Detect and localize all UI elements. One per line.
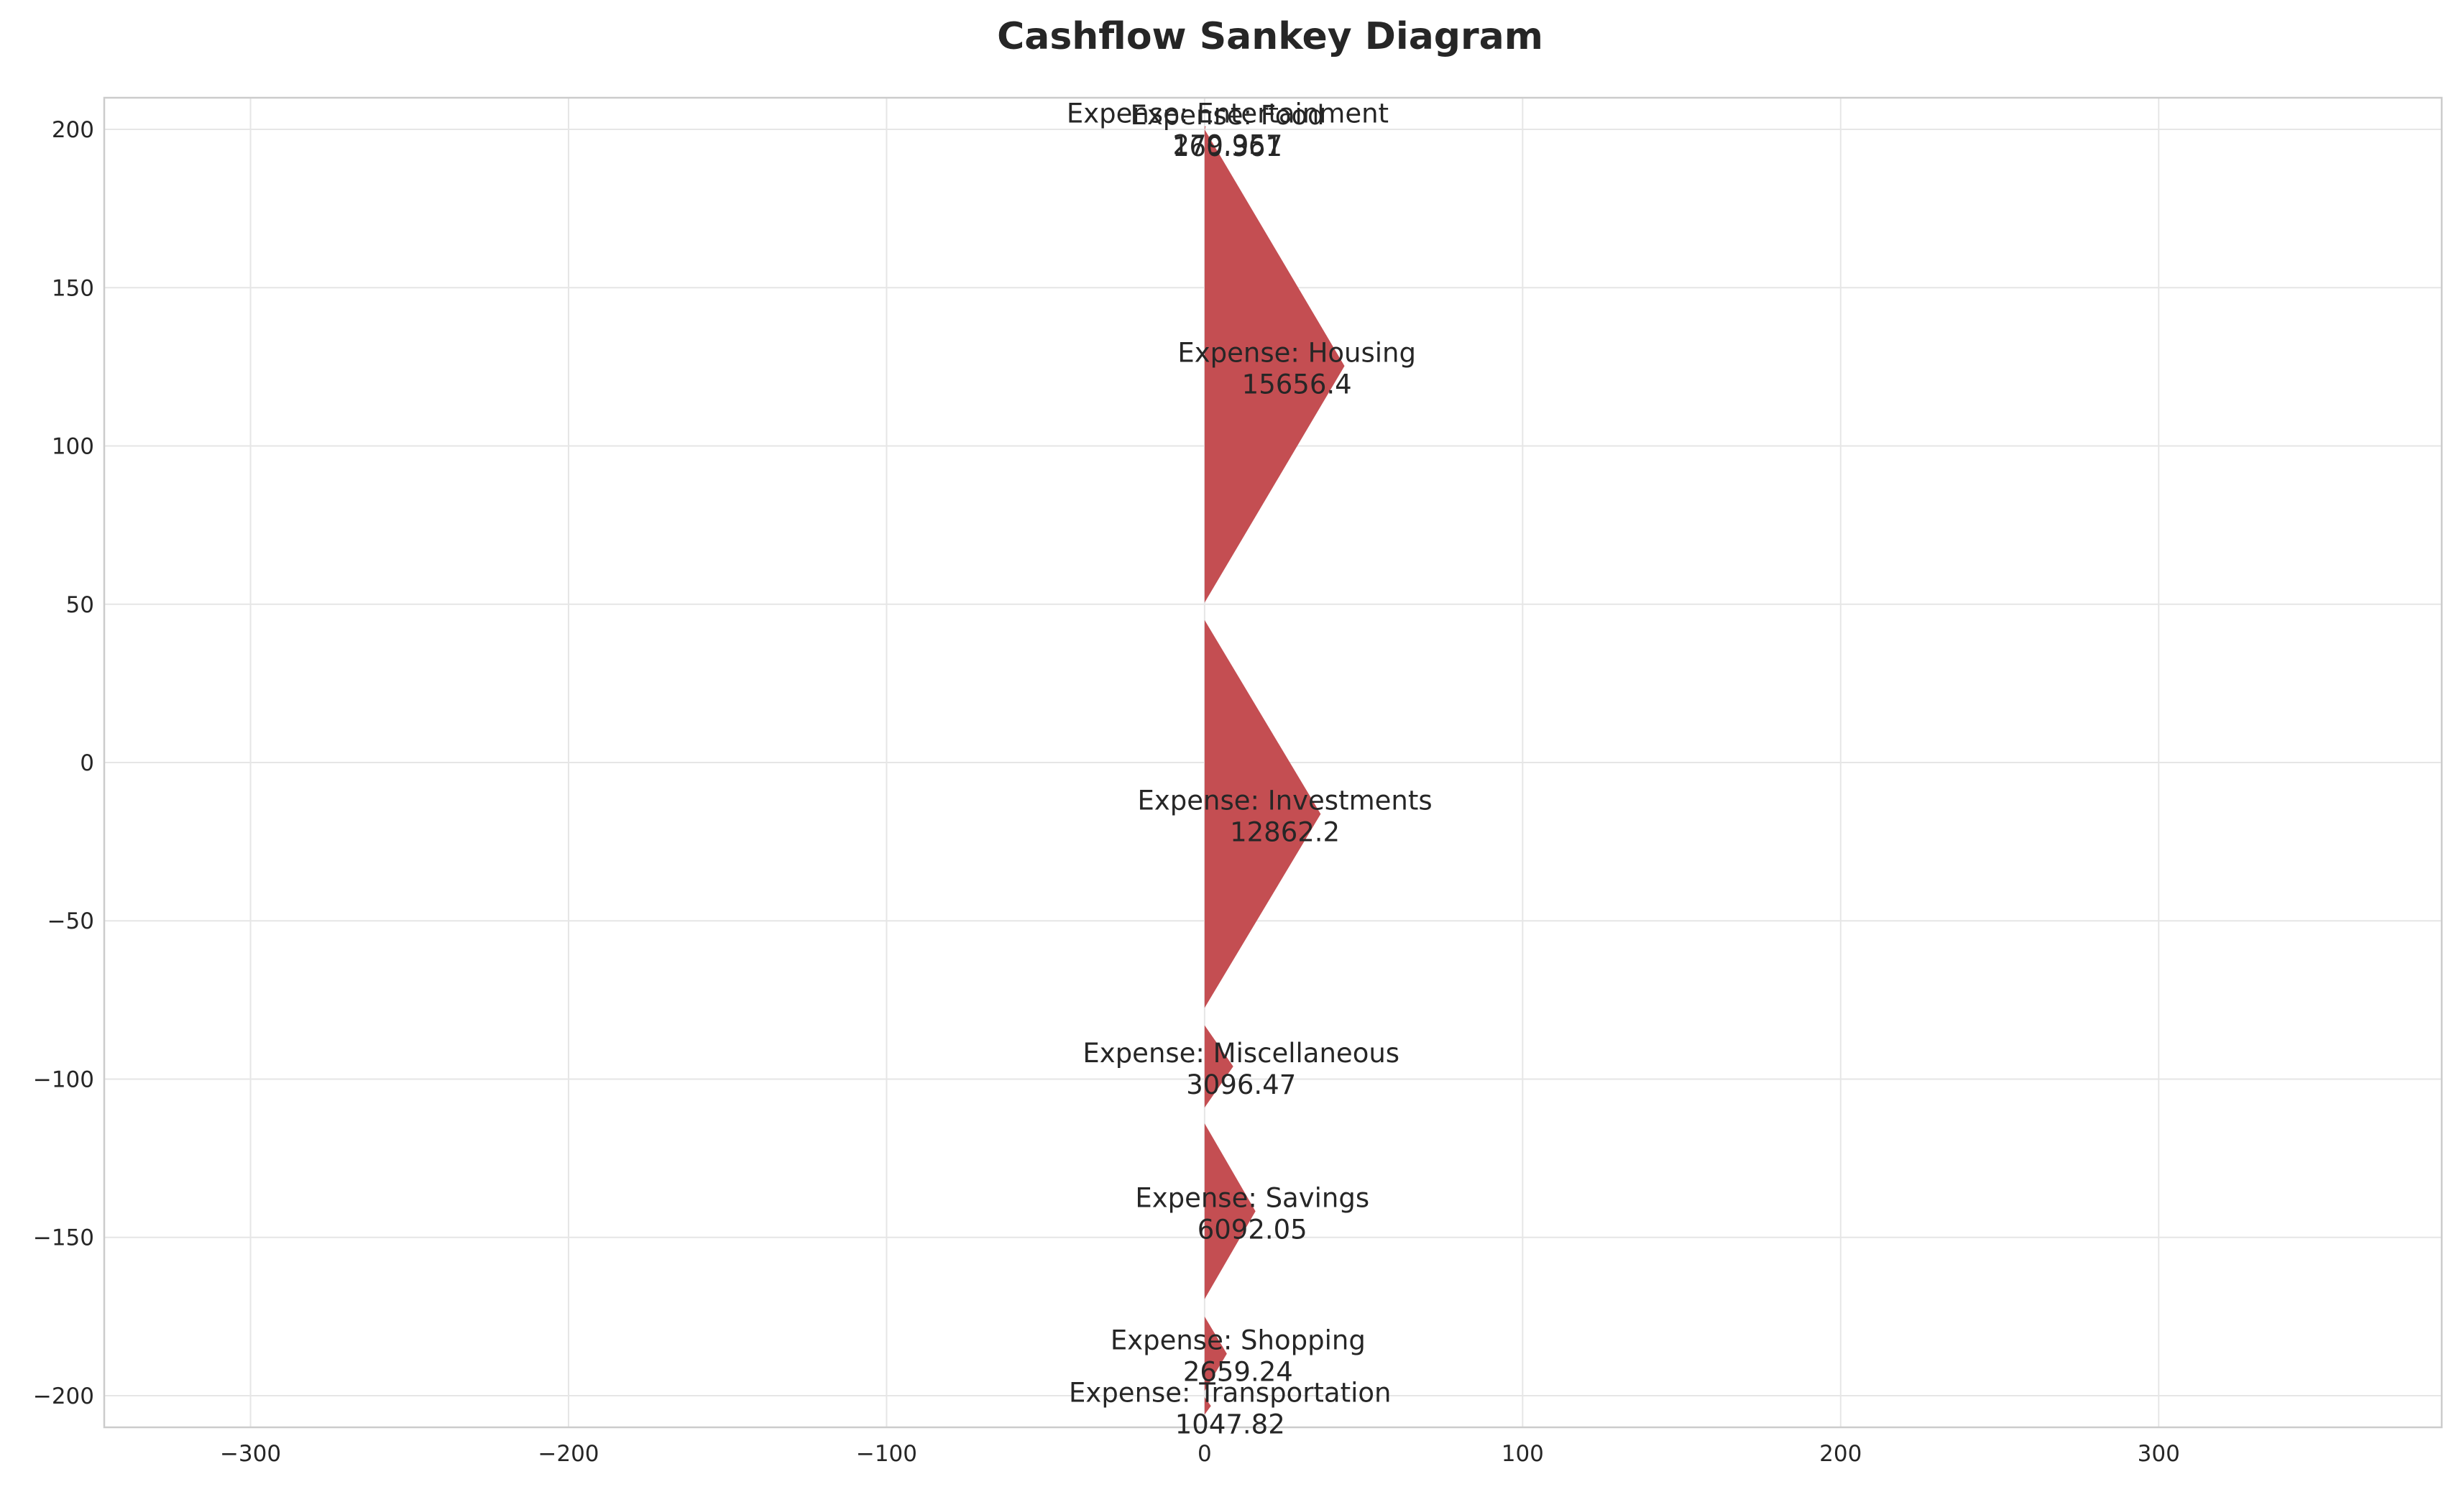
x-tick-label: 100 <box>1502 1441 1544 1467</box>
flow-label: Expense: Housing <box>1177 337 1416 368</box>
flow-label: Expense: Food <box>1131 100 1325 131</box>
y-tick-label: 200 <box>52 117 94 143</box>
y-tick-label: 100 <box>52 434 94 460</box>
y-tick-label: −150 <box>33 1225 94 1251</box>
flow-label: Expense: Transportation <box>1069 1377 1391 1408</box>
y-tick-label: 0 <box>80 750 94 776</box>
flow-value: 15656.4 <box>1242 369 1352 400</box>
flows <box>1204 126 1345 1415</box>
plot-frame <box>103 96 2443 1429</box>
y-tick-label: −200 <box>33 1383 94 1409</box>
plot-area <box>103 96 2443 1429</box>
flow-label: Expense: Shopping <box>1111 1325 1366 1356</box>
flow-value: 3096.47 <box>1186 1069 1296 1100</box>
flow-arrow <box>1204 1316 1227 1391</box>
flow-arrow <box>1204 620 1321 1008</box>
flow-label: Expense: Savings <box>1135 1182 1369 1213</box>
flow-label: Expense: Miscellaneous <box>1082 1038 1399 1069</box>
flow-value: 160.361 <box>1172 132 1282 162</box>
y-tick-label: 50 <box>66 592 94 618</box>
flow-value: 1047.82 <box>1175 1409 1285 1440</box>
chart-title: Cashflow Sankey Diagram <box>997 15 1543 58</box>
x-tick-label: −100 <box>856 1441 917 1467</box>
flow-label: Expense: Investments <box>1138 786 1433 816</box>
y-tick-label: −50 <box>47 908 94 934</box>
flow-value: 12862.2 <box>1230 817 1340 848</box>
x-tick-label: 0 <box>1197 1441 1212 1467</box>
x-tick-label: 300 <box>2138 1441 2180 1467</box>
y-tick-label: −100 <box>33 1067 94 1092</box>
flow-value: 2659.24 <box>1183 1357 1293 1388</box>
x-tick-label: 200 <box>1819 1441 1862 1467</box>
x-axis-ticks: −300 −200 −100 0 100 200 300 <box>220 1441 2180 1467</box>
y-tick-label: 150 <box>52 275 94 301</box>
flow-arrow <box>1204 129 1345 603</box>
flow-arrow <box>1204 1397 1211 1415</box>
y-axis-ticks: 200 150 100 50 0 −50 −100 −150 −200 <box>33 117 94 1409</box>
flow-arrow <box>1204 1025 1233 1108</box>
flow-arrow <box>1204 1123 1256 1299</box>
flow-value: 6092.05 <box>1197 1214 1307 1245</box>
flow-value: 279.957 <box>1172 130 1282 161</box>
x-tick-label: −300 <box>220 1441 281 1467</box>
flow-label: Expense: Entertainment <box>1067 98 1389 129</box>
x-tick-label: −200 <box>538 1441 599 1467</box>
flow-arrow <box>1204 126 1207 128</box>
